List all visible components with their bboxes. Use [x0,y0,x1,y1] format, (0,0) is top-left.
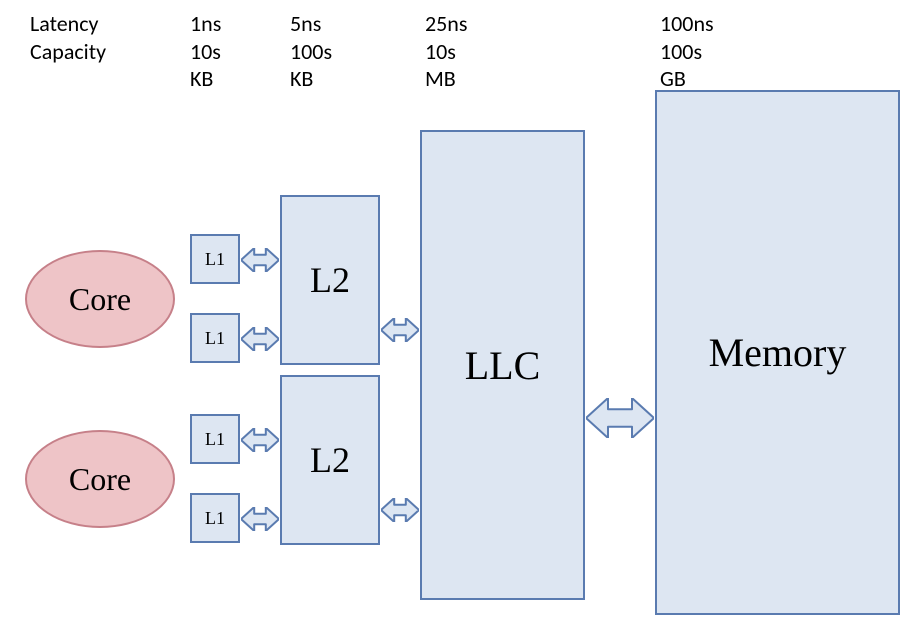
bidir-arrow-icon [241,248,279,272]
l1b-shape: L1 [190,313,240,363]
l2a-label: L2 [310,259,350,301]
l1d-label: L1 [205,508,225,529]
header-latency-llc: 25ns [425,10,467,37]
header-capacity-mem: 100s GB [660,38,702,92]
header-label: Latency [30,10,98,37]
core1-label: Core [69,281,131,318]
llc-label: LLC [465,342,541,389]
bidir-arrow-icon [381,498,419,522]
header-latency-mem: 100ns [660,10,714,37]
memory-label: Memory [709,329,847,376]
header-latency-l1: 1ns [190,10,221,37]
core1-shape: Core [25,250,175,348]
header-latency-l2: 5ns [290,10,321,37]
l1d-shape: L1 [190,493,240,543]
core2-shape: Core [25,430,175,528]
l2b-shape: L2 [280,375,380,545]
header-label: Capacity [30,38,106,65]
bidir-arrow-icon [586,398,654,438]
l2a-shape: L2 [280,195,380,365]
l1c-label: L1 [205,429,225,450]
l1b-label: L1 [205,328,225,349]
l1c-shape: L1 [190,414,240,464]
l1a-shape: L1 [190,234,240,284]
header-capacity-llc: 10s MB [425,38,456,92]
header-capacity-l2: 100s KB [290,38,332,92]
l1a-label: L1 [205,249,225,270]
core2-label: Core [69,461,131,498]
bidir-arrow-icon [381,318,419,342]
bidir-arrow-icon [241,507,279,531]
llc-shape: LLC [420,130,585,600]
memory-shape: Memory [655,90,900,615]
bidir-arrow-icon [241,327,279,351]
l2b-label: L2 [310,439,350,481]
header-capacity-l1: 10s KB [190,38,221,92]
bidir-arrow-icon [241,428,279,452]
